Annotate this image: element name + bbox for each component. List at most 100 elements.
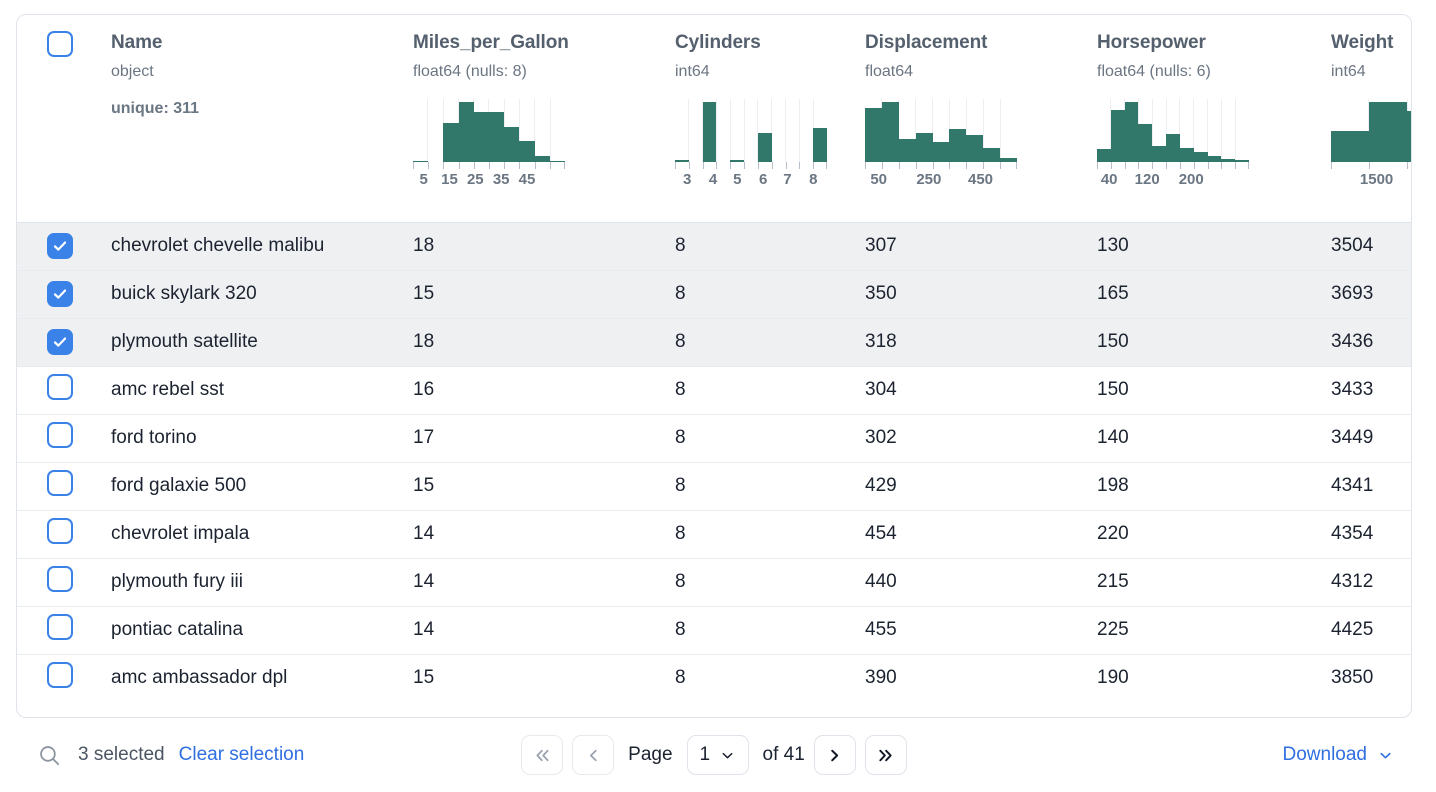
row-checkbox[interactable] [47,328,73,355]
table-scroll-area[interactable]: Name object unique: 311 Miles_per_Gallon… [17,15,1411,717]
column-title-horsepower: Horsepower [1097,32,1206,53]
row-checkbox[interactable] [47,518,73,544]
histogram-tick-labels: 40 120 200 [1097,171,1249,191]
histogram-tick-label: 7 [783,170,792,188]
row-checkbox[interactable] [47,566,73,592]
cell-weight: 3850 [1331,667,1374,689]
table-row[interactable]: amc ambassador dpl 15 8 390 190 3850 [17,654,1411,702]
histogram-axis [1331,161,1411,169]
table-row[interactable]: chevrolet chevelle malibu 18 8 307 130 3504 [17,222,1411,271]
cell-cylinders: 8 [669,318,859,367]
histogram-plot [1097,98,1249,162]
histogram-tick-label: 35 [492,170,510,188]
table-row[interactable]: chevrolet impala 14 8 454 220 4354 [17,510,1411,559]
row-select-cell[interactable] [17,366,105,415]
cell-horsepower: 140 [1091,414,1325,463]
cell-weight: 4354 [1325,510,1411,559]
prev-page-button[interactable] [572,735,615,775]
header-cell-weight[interactable]: Weight int64 150035 [1325,15,1411,223]
histogram-tick-labels: 150035 [1331,171,1411,191]
cell-horsepower: 215 [1091,558,1325,607]
cell-displacement: 302 [859,414,1091,463]
row-select-cell[interactable] [17,318,105,367]
table-footer: 3 selected Clear selection Page 1 [16,718,1412,792]
row-select-cell[interactable] [17,414,105,463]
column-title-name: Name [111,32,163,53]
column-unique-name: unique: 311 [111,99,200,117]
histogram-tick-label: 45 [518,170,536,188]
histogram-tick-labels: 50 250 450 [865,171,1017,191]
search-icon[interactable] [34,740,64,770]
select-all-checkbox[interactable] [47,31,73,57]
cell-displacement: 390 [865,667,897,689]
cell-horsepower: 165 [1091,270,1325,319]
row-checkbox[interactable] [47,470,73,496]
column-dtype-miles-per-gallon: float64 (nulls: 8) [413,62,527,80]
table-row[interactable]: plymouth fury iii 14 8 440 215 4312 [17,558,1411,607]
download-button[interactable]: Download [1283,744,1395,766]
histogram-bars [413,99,566,162]
header-cell-horsepower[interactable]: Horsepower float64 (nulls: 6) 40 120 200 [1091,15,1325,223]
cell-cylinders: 8 [669,270,859,319]
row-select-cell[interactable] [17,606,105,655]
next-page-button[interactable] [813,735,856,775]
row-checkbox[interactable] [47,280,73,307]
cell-weight: 4341 [1325,462,1411,511]
table-row[interactable]: amc rebel sst 16 8 304 150 3433 [17,366,1411,415]
cell-miles-per-gallon: 15 [413,667,435,689]
histogram-axis [1097,161,1249,169]
header-cell-displacement[interactable]: Displacement float64 50 250 450 [859,15,1091,223]
row-checkbox[interactable] [47,662,73,689]
column-dtype-horsepower: float64 (nulls: 6) [1097,62,1211,80]
column-dtype-cylinders: int64 [675,62,710,80]
cell-cylinders: 8 [669,462,859,511]
cell-weight: 4425 [1325,606,1411,655]
table-row[interactable]: plymouth satellite 18 8 318 150 3436 [17,318,1411,367]
table-row[interactable]: buick skylark 320 15 8 350 165 3693 [17,270,1411,319]
histogram-axis [675,161,827,169]
histogram-tick-label: 5 [419,170,428,188]
column-dtype-displacement: float64 [865,62,914,80]
cell-cylinders: 8 [669,558,859,607]
cell-name: amc ambassador dpl [111,667,288,689]
cell-name: chevrolet chevelle malibu [105,222,407,271]
header-cell-name[interactable]: Name object unique: 311 [105,15,407,223]
histogram-tick-label: 8 [809,170,818,188]
histogram-plot [1331,98,1411,162]
last-page-button[interactable] [864,735,907,775]
histogram-bars [675,99,827,162]
row-select-cell[interactable] [17,462,105,511]
header-cell-miles-per-gallon[interactable]: Miles_per_Gallon float64 (nulls: 8) 5 15 2… [407,15,669,223]
histogram-tick-label: 1500 [1359,170,1394,188]
clear-selection-link[interactable]: Clear selection [178,744,305,765]
column-title-cylinders: Cylinders [675,32,761,53]
table-row[interactable]: ford torino 17 8 302 140 3449 [17,414,1411,463]
cell-weight: 4312 [1325,558,1411,607]
histogram-bars [1097,99,1249,162]
total-pages-label: of 41 [762,744,805,765]
table-row[interactable]: pontiac catalina 14 8 455 225 4425 [17,606,1411,655]
row-select-cell[interactable] [17,558,105,607]
cell-name: plymouth satellite [105,318,407,367]
row-checkbox[interactable] [47,614,73,640]
table-row[interactable]: ford galaxie 500 15 8 429 198 4341 [17,462,1411,511]
first-page-button[interactable] [521,735,564,775]
cell-displacement: 318 [859,318,1091,367]
cell-name: plymouth fury iii [105,558,407,607]
cell-horsepower: 190 [1097,667,1129,689]
histogram-weight: 150035 [1331,98,1411,191]
histogram-bars [865,99,1018,162]
cell-name: amc rebel sst [105,366,407,415]
row-select-cell[interactable] [17,654,105,702]
row-checkbox[interactable] [47,422,73,448]
page-number-select[interactable]: 1 [686,735,749,775]
row-select-cell[interactable] [17,270,105,319]
row-select-cell[interactable] [17,222,105,271]
cell-miles-per-gallon: 14 [407,510,669,559]
row-checkbox[interactable] [47,374,73,400]
histogram-axis [865,161,1017,169]
cell-weight: 3433 [1325,366,1411,415]
row-checkbox[interactable] [47,232,73,259]
row-select-cell[interactable] [17,510,105,559]
